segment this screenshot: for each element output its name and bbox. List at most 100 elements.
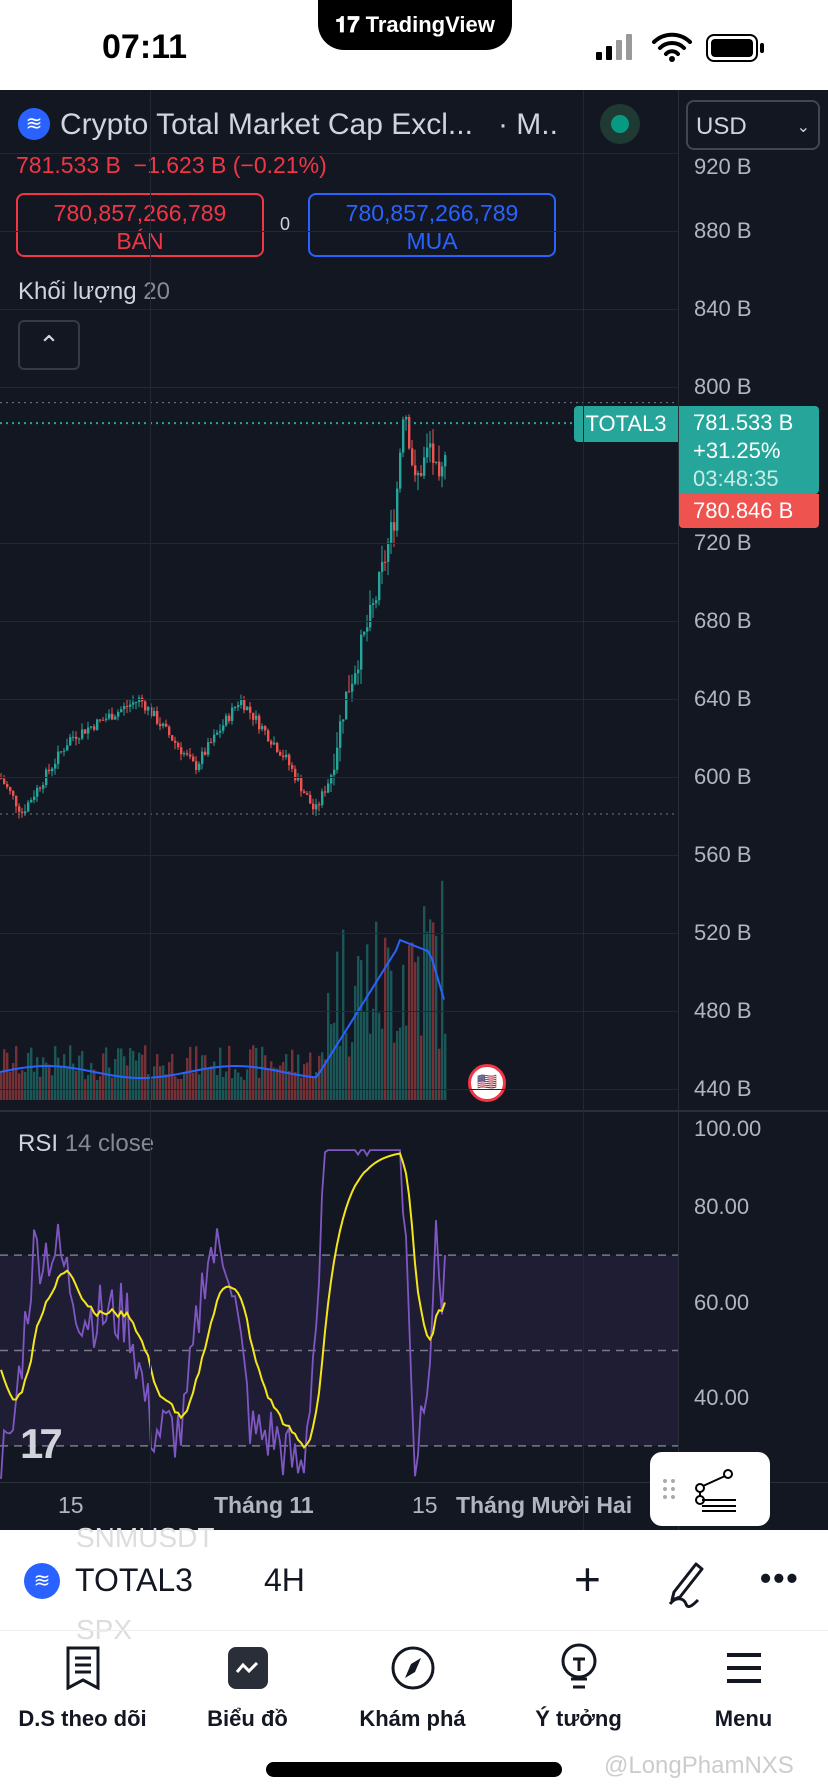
price-axis-label: 840 B	[694, 296, 752, 321]
volume-bar	[408, 945, 411, 1100]
volume-bar	[63, 1054, 66, 1100]
symbol-search-button[interactable]: TOTAL3	[75, 1562, 193, 1598]
market-open-dot-icon	[611, 115, 629, 133]
market-status-indicator[interactable]	[600, 104, 640, 144]
volume-bar	[207, 1068, 210, 1100]
candle-body	[357, 669, 360, 674]
more-options-button[interactable]: •••	[760, 1560, 800, 1596]
volume-bar	[330, 1024, 333, 1100]
candle-body	[261, 726, 264, 730]
sell-button[interactable]: 780,857,266,789 BÁN	[16, 193, 264, 257]
grid-line	[0, 621, 678, 622]
volume-bar	[369, 1033, 372, 1100]
tab-menu[interactable]: Menu	[661, 1640, 826, 1732]
tab-chart[interactable]: Biểu đồ	[165, 1640, 330, 1732]
candle-body	[249, 706, 252, 713]
grid-line	[150, 90, 151, 1530]
grid-line	[0, 543, 678, 544]
home-indicator[interactable]	[266, 1762, 562, 1777]
volume-bar	[165, 1074, 168, 1100]
candle-body	[18, 806, 21, 812]
candle-body	[105, 718, 108, 720]
candle-body	[42, 784, 45, 789]
rsi-legend[interactable]: RSI 14 close	[18, 1130, 155, 1157]
time-label: Tháng 11	[214, 1492, 314, 1518]
candle-body	[87, 727, 90, 734]
volume-bar	[162, 1065, 165, 1100]
candle-body	[54, 763, 57, 769]
volume-bar	[252, 1045, 255, 1100]
candle-body	[189, 754, 192, 757]
volume-bar	[285, 1054, 288, 1100]
volume-bar	[318, 1055, 321, 1100]
grid-line	[0, 387, 678, 388]
candle-body	[444, 455, 447, 467]
candle-body	[240, 699, 243, 706]
candle-body	[111, 713, 114, 720]
price-axis-label: 720 B	[694, 530, 752, 555]
drawing-pen-button[interactable]	[664, 1558, 710, 1608]
tradingview-logo-icon: 𝟏𝟕	[335, 12, 360, 37]
candle-body	[63, 750, 66, 752]
candle-body	[69, 736, 72, 746]
drag-handle-icon[interactable]	[662, 1477, 676, 1501]
candle-body	[420, 473, 423, 476]
candle-body	[165, 723, 168, 727]
collapse-legend-button[interactable]: ⌃	[18, 320, 80, 370]
volume-bar	[204, 1055, 207, 1100]
candle-body	[213, 734, 216, 743]
tab-watchlist[interactable]: D.S theo dõi	[0, 1640, 165, 1732]
buy-button[interactable]: 780,857,266,789 MUA	[308, 193, 556, 257]
chart-area[interactable]: ≋ Crypto Total Market Cap Excl... · M.. …	[0, 90, 828, 1530]
candle-body	[81, 729, 84, 739]
drawing-toolbar-toggle[interactable]	[650, 1452, 770, 1526]
candle-body	[423, 457, 426, 476]
volume-bar	[18, 1073, 21, 1100]
tab-ideas[interactable]: Ý tưởng	[496, 1640, 661, 1732]
volume-bar	[120, 1048, 123, 1100]
volume-bar	[153, 1066, 156, 1100]
candle-body	[222, 725, 225, 731]
volume-bar	[39, 1076, 42, 1100]
ghost-symbol: SNMUSDT	[76, 1522, 215, 1553]
candle-body	[396, 488, 399, 531]
pane-separator[interactable]	[0, 1110, 828, 1112]
volume-bar	[24, 1071, 27, 1100]
currency-select[interactable]: USD ⌄	[686, 100, 820, 150]
interval-button[interactable]: 4H	[264, 1562, 305, 1598]
chart-canvas[interactable]	[0, 90, 828, 1530]
candle-body	[174, 740, 177, 743]
volume-bar	[366, 944, 369, 1100]
candle-body	[159, 723, 162, 727]
us-flag-event-icon[interactable]: 🇺🇸	[468, 1064, 506, 1102]
volume-bar	[381, 1028, 384, 1100]
volume-bar	[399, 1027, 402, 1100]
candle-body	[99, 719, 102, 721]
candle-body	[201, 751, 204, 764]
volume-bar	[246, 1069, 249, 1100]
volume-legend[interactable]: Khối lượng 20	[18, 278, 170, 305]
chevron-down-icon: ⌄	[796, 119, 810, 136]
volume-bar	[45, 1062, 48, 1100]
volume-bar	[264, 1055, 267, 1100]
candle-body	[279, 751, 282, 756]
candle-body	[333, 769, 336, 776]
volume-bar	[201, 1055, 204, 1100]
candle-body	[33, 796, 36, 800]
price-axis-label: 560 B	[694, 842, 752, 867]
candle-body	[192, 756, 195, 762]
volume-bar	[129, 1047, 132, 1100]
candle-body	[330, 775, 333, 784]
volume-bar	[273, 1067, 276, 1100]
candle-body	[270, 741, 273, 745]
symbol-title[interactable]: Crypto Total Market Cap Excl... · M..	[60, 108, 558, 141]
add-indicator-button[interactable]: +	[574, 1552, 601, 1606]
volume-bar	[354, 985, 357, 1100]
volume-bar	[378, 1012, 381, 1100]
grid-line	[0, 699, 678, 700]
rsi-ma-line	[0, 1152, 446, 1449]
candle-body	[342, 719, 345, 722]
candle-body	[102, 719, 105, 721]
tab-explore[interactable]: Khám phá	[330, 1640, 495, 1732]
time-label: Tháng Mười Hai	[456, 1492, 633, 1518]
